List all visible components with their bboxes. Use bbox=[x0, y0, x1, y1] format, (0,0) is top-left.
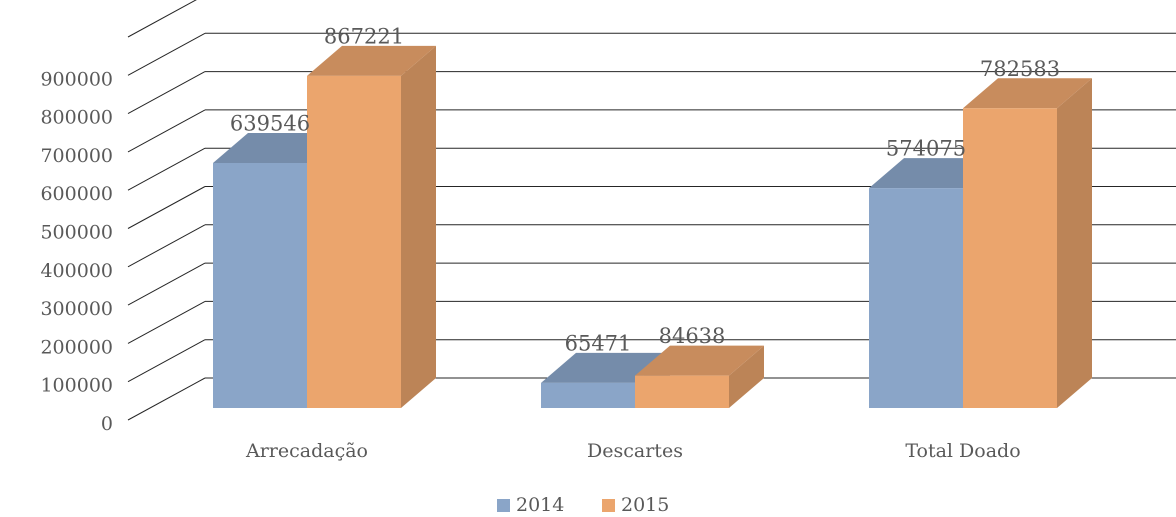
bar-front bbox=[307, 75, 401, 408]
grid-line bbox=[127, 300, 206, 344]
y-tick-label: 0 bbox=[101, 413, 113, 435]
y-tick-label: 700000 bbox=[40, 145, 113, 167]
data-label: 867221 bbox=[324, 24, 404, 48]
y-tick-label: 400000 bbox=[40, 260, 113, 282]
data-label: 84638 bbox=[659, 324, 726, 348]
grid-line bbox=[127, 32, 206, 76]
legend-swatch bbox=[602, 499, 615, 512]
data-label: 574075 bbox=[886, 137, 966, 161]
grid-line bbox=[127, 186, 206, 229]
bar-side bbox=[401, 45, 436, 408]
y-tick-label: 200000 bbox=[40, 336, 113, 358]
y-tick-label: 900000 bbox=[40, 68, 113, 90]
legend-label: 2015 bbox=[621, 494, 669, 516]
bar bbox=[963, 78, 1092, 408]
data-label: 65471 bbox=[565, 331, 632, 355]
x-tick-label: Total Doado bbox=[905, 440, 1020, 462]
bar-side bbox=[1057, 78, 1092, 408]
bar-front bbox=[635, 375, 729, 408]
bar-top bbox=[963, 78, 1092, 109]
y-tick-label: 100000 bbox=[40, 375, 113, 397]
legend-swatch bbox=[497, 499, 510, 512]
grid-line bbox=[127, 224, 206, 268]
data-label: 782583 bbox=[980, 57, 1060, 81]
y-tick-label: 300000 bbox=[40, 298, 113, 320]
y-tick-label: 800000 bbox=[40, 107, 113, 129]
grid-line bbox=[127, 339, 206, 383]
grid-line bbox=[127, 147, 206, 191]
bar-top bbox=[635, 345, 764, 376]
bar-front bbox=[963, 108, 1057, 408]
data-label: 639546 bbox=[230, 112, 310, 136]
bar-front bbox=[541, 382, 635, 408]
bar-side bbox=[729, 345, 764, 408]
grid-line bbox=[127, 0, 197, 38]
bar-front bbox=[869, 188, 963, 408]
x-tick-label: Descartes bbox=[587, 440, 683, 462]
y-tick-label: 600000 bbox=[40, 183, 113, 205]
bar bbox=[635, 345, 764, 408]
legend-label: 2014 bbox=[516, 494, 564, 516]
grid-line bbox=[127, 377, 206, 421]
grid-line bbox=[127, 109, 206, 153]
grid-line bbox=[127, 71, 206, 115]
y-tick-label: 500000 bbox=[40, 222, 113, 244]
grid-line bbox=[127, 262, 206, 306]
x-tick-label: Arrecadação bbox=[245, 440, 368, 462]
bar-top bbox=[307, 45, 436, 76]
bar-front bbox=[213, 163, 307, 408]
bar bbox=[307, 45, 436, 408]
